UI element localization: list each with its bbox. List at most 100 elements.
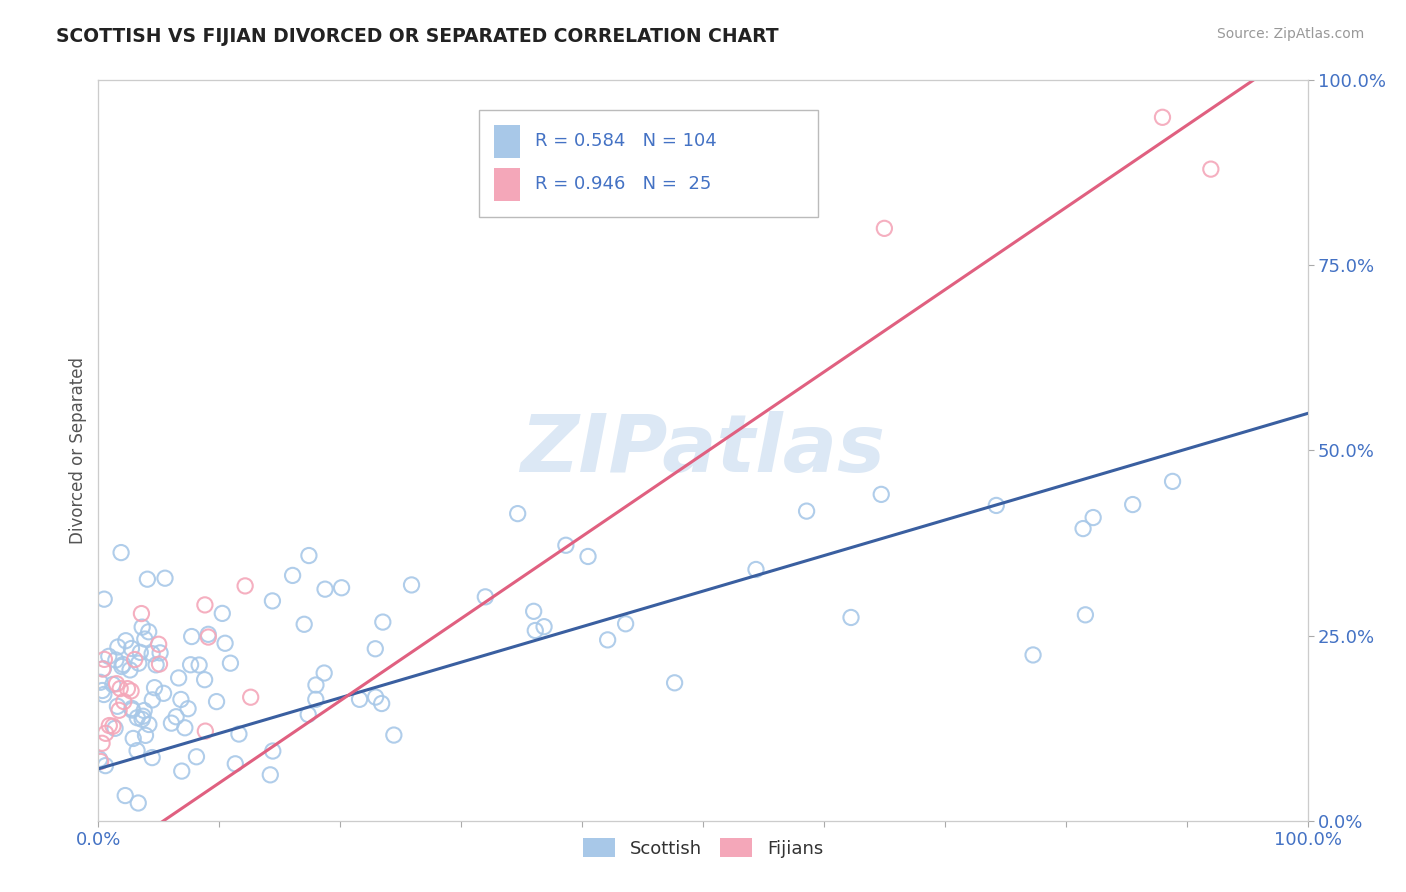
Point [1199, 162, 1222, 177]
Point [93, 592, 115, 607]
Point [101, 719, 124, 733]
Point [121, 701, 143, 715]
Point [371, 615, 394, 629]
FancyBboxPatch shape [494, 168, 520, 201]
Point [297, 707, 319, 722]
Point [104, 722, 127, 736]
Point [132, 709, 155, 723]
Point [1122, 498, 1144, 512]
Point [89, 675, 111, 690]
Point [214, 636, 236, 650]
Point [105, 677, 128, 691]
Point [533, 620, 555, 634]
Point [523, 604, 546, 618]
Point [131, 620, 153, 634]
Point [664, 675, 686, 690]
Point [148, 637, 170, 651]
Point [239, 690, 262, 705]
Point [114, 633, 136, 648]
Point [134, 632, 156, 646]
Point [173, 721, 195, 735]
Point [839, 610, 862, 624]
Point [112, 695, 135, 709]
Point [128, 656, 150, 670]
Legend: Scottish, Fijians: Scottish, Fijians [575, 831, 831, 865]
Point [305, 678, 328, 692]
Point [796, 504, 818, 518]
Point [194, 673, 217, 687]
Point [474, 590, 496, 604]
Point [122, 731, 145, 746]
Point [118, 663, 141, 677]
Point [1074, 607, 1097, 622]
Point [219, 656, 242, 670]
Point [576, 549, 599, 564]
Point [170, 692, 193, 706]
Point [349, 692, 371, 706]
Point [197, 627, 219, 641]
Point [112, 657, 135, 672]
Point [90, 755, 112, 769]
Point [129, 645, 152, 659]
Point [101, 677, 124, 691]
Point [143, 681, 166, 695]
Point [117, 681, 139, 696]
Point [401, 578, 423, 592]
Text: SCOTTISH VS FIJIAN DIVORCED OR SEPARATED CORRELATION CHART: SCOTTISH VS FIJIAN DIVORCED OR SEPARATED… [56, 27, 779, 45]
Point [131, 712, 153, 726]
Point [136, 572, 159, 586]
Point [91, 736, 114, 750]
Point [614, 616, 637, 631]
Point [1152, 111, 1174, 125]
Point [292, 617, 315, 632]
Point [91, 683, 114, 698]
Point [110, 545, 132, 559]
Text: ZIPatlas: ZIPatlas [520, 411, 886, 490]
Point [93, 652, 115, 666]
Point [89, 752, 111, 766]
FancyBboxPatch shape [479, 110, 818, 218]
Point [134, 728, 156, 742]
Point [1161, 475, 1184, 489]
Point [364, 690, 387, 704]
Point [1071, 522, 1094, 536]
Point [121, 703, 143, 717]
Point [141, 750, 163, 764]
Point [188, 658, 211, 673]
Point [91, 662, 114, 676]
Point [160, 716, 183, 731]
Point [262, 744, 284, 758]
Point [224, 756, 246, 771]
Point [127, 711, 149, 725]
Point [94, 726, 117, 740]
Point [314, 666, 336, 681]
Point [108, 681, 131, 696]
Point [382, 728, 405, 742]
Point [314, 582, 336, 596]
Point [330, 581, 353, 595]
Point [165, 710, 187, 724]
Point [104, 653, 127, 667]
Point [197, 630, 219, 644]
Point [125, 744, 148, 758]
Point [148, 657, 170, 671]
Point [180, 657, 202, 672]
Point [108, 703, 131, 717]
Point [141, 693, 163, 707]
Point [745, 562, 768, 576]
Point [107, 699, 129, 714]
Point [262, 594, 284, 608]
Point [120, 684, 142, 698]
Point [370, 697, 392, 711]
Point [298, 549, 321, 563]
Point [145, 657, 167, 672]
Point [134, 704, 156, 718]
Point [259, 768, 281, 782]
Point [211, 607, 233, 621]
Point [364, 641, 387, 656]
Point [1081, 510, 1104, 524]
Point [97, 649, 120, 664]
Point [153, 571, 176, 585]
Point [506, 507, 529, 521]
Point [524, 624, 547, 638]
